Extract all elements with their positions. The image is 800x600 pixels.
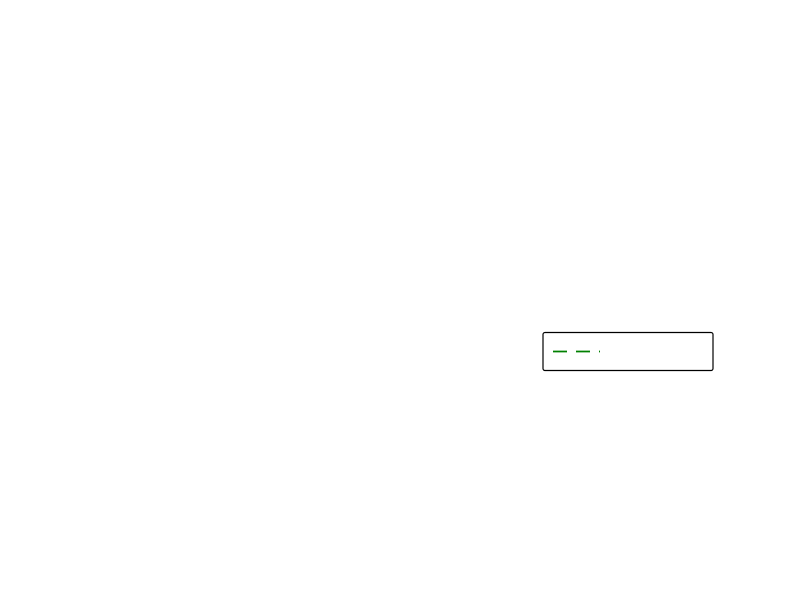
legend-frame xyxy=(542,331,714,372)
legend xyxy=(542,331,714,372)
